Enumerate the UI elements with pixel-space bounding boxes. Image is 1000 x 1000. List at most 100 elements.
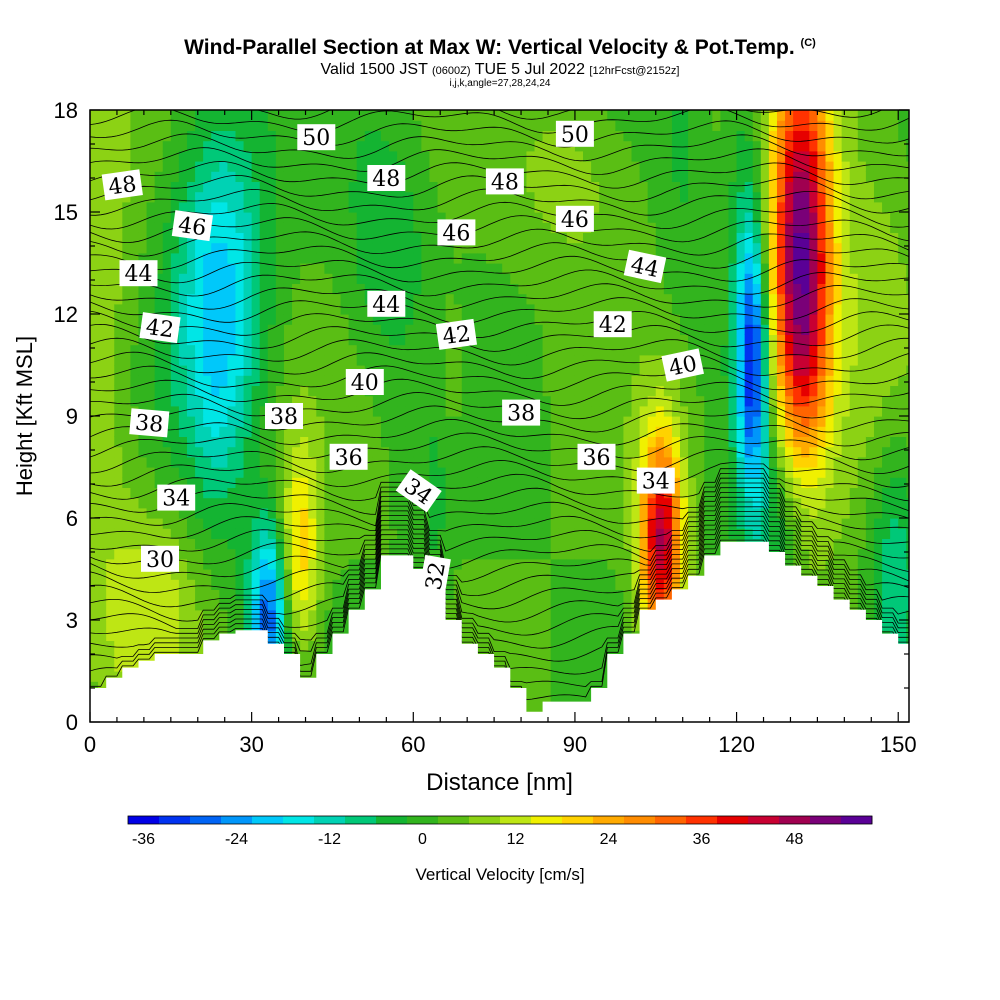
w-cell <box>146 446 156 458</box>
w-cell <box>728 446 738 458</box>
w-cell <box>574 293 584 305</box>
w-cell <box>647 405 657 417</box>
w-cell <box>429 140 439 152</box>
w-cell <box>356 242 366 254</box>
w-cell <box>106 609 115 621</box>
w-cell <box>364 507 374 519</box>
w-cell <box>469 365 479 376</box>
w-cell <box>461 181 471 193</box>
w-cell <box>186 293 196 305</box>
w-cell <box>275 354 285 366</box>
w-cell <box>712 252 722 264</box>
w-cell <box>251 446 261 458</box>
w-cell <box>704 426 713 437</box>
w-cell <box>542 365 552 376</box>
w-cell <box>340 161 350 172</box>
w-cell <box>292 232 301 244</box>
w-cell <box>114 273 123 284</box>
w-cell <box>663 507 673 519</box>
w-cell <box>518 273 528 284</box>
w-cell <box>437 252 447 264</box>
w-cell <box>453 161 463 172</box>
w-cell <box>219 456 228 468</box>
w-cell <box>308 558 317 570</box>
w-cell <box>364 201 374 213</box>
w-cell <box>720 416 730 427</box>
w-cell <box>510 201 519 213</box>
w-cell <box>437 344 447 356</box>
w-cell <box>696 140 705 152</box>
w-cell <box>308 456 317 468</box>
w-cell <box>712 130 722 142</box>
w-cell <box>211 385 220 397</box>
w-cell <box>283 487 293 499</box>
w-cell <box>98 252 107 264</box>
w-cell <box>712 212 722 223</box>
w-cell <box>696 507 705 519</box>
w-cell <box>558 507 568 519</box>
w-cell <box>300 110 309 121</box>
w-cell <box>283 344 293 356</box>
w-cell <box>526 681 536 692</box>
w-cell <box>591 283 600 295</box>
w-cell <box>453 497 463 509</box>
w-cell <box>429 171 439 182</box>
w-cell <box>235 579 245 590</box>
w-cell <box>340 273 350 284</box>
w-cell <box>397 365 406 376</box>
w-cell <box>542 140 552 152</box>
w-cell <box>526 671 536 682</box>
w-cell <box>275 456 285 468</box>
w-cell <box>130 385 140 397</box>
w-cell <box>534 660 544 672</box>
w-cell <box>203 487 212 499</box>
w-cell <box>267 171 277 182</box>
w-cell <box>405 314 414 325</box>
w-cell <box>421 446 431 458</box>
w-cell <box>397 140 406 152</box>
w-cell <box>389 436 398 448</box>
w-cell <box>461 548 471 560</box>
w-cell <box>631 416 641 427</box>
w-cell <box>445 456 455 468</box>
w-cell <box>728 110 738 121</box>
w-cell <box>534 120 544 131</box>
w-cell <box>712 405 722 417</box>
w-cell <box>728 252 738 264</box>
w-cell <box>219 436 228 448</box>
w-cell <box>502 191 511 203</box>
w-cell <box>599 620 608 631</box>
w-cell <box>680 252 689 264</box>
w-cell <box>203 161 212 172</box>
w-cell <box>728 303 738 315</box>
w-cell <box>607 528 616 539</box>
w-cell <box>736 201 746 213</box>
w-cell <box>752 150 762 162</box>
w-cell <box>316 375 325 386</box>
w-cell <box>332 263 342 274</box>
w-cell <box>437 416 447 427</box>
w-cell <box>219 344 228 356</box>
w-cell <box>445 181 455 193</box>
w-cell <box>494 191 503 203</box>
w-cell <box>437 436 447 448</box>
valid-time: Valid 1500 JST <box>320 61 428 78</box>
w-cell <box>461 497 471 509</box>
w-cell <box>243 416 253 427</box>
w-cell <box>720 375 730 386</box>
w-cell <box>146 130 156 142</box>
w-cell <box>752 283 762 295</box>
w-cell <box>235 314 245 325</box>
w-cell <box>356 191 366 203</box>
w-cell <box>397 405 406 417</box>
w-cell <box>259 252 269 264</box>
w-cell <box>688 161 697 172</box>
w-cell <box>526 538 536 550</box>
w-cell <box>106 436 115 448</box>
w-cell <box>405 263 414 274</box>
w-cell <box>170 538 180 550</box>
w-cell <box>259 518 269 529</box>
w-cell <box>566 150 576 162</box>
w-cell <box>267 446 277 458</box>
w-cell <box>518 222 528 233</box>
